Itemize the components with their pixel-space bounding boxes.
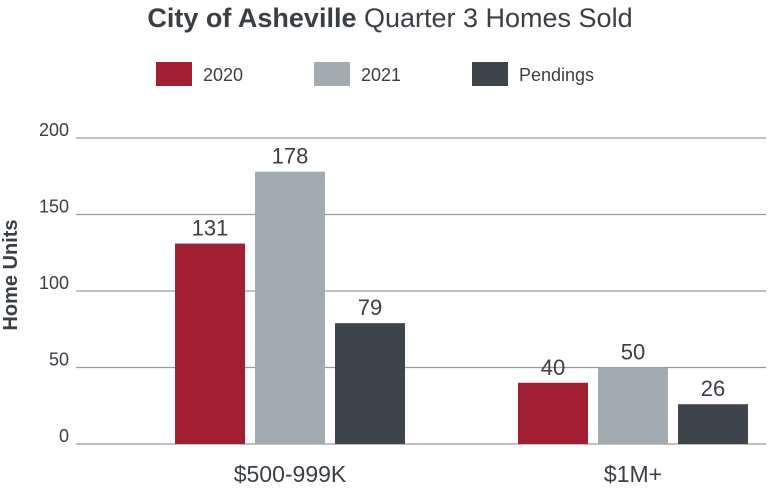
data-label: 178 bbox=[272, 144, 309, 169]
x-tick-label: $1M+ bbox=[604, 461, 662, 487]
x-tick-label: $500-999K bbox=[234, 461, 347, 487]
y-tick-label: 0 bbox=[59, 426, 69, 446]
data-label: 50 bbox=[621, 340, 645, 365]
data-label: 26 bbox=[701, 376, 725, 401]
y-tick-label: 50 bbox=[49, 350, 69, 370]
bars: 131 178 79 40 50 26 bbox=[175, 144, 748, 444]
bar bbox=[678, 404, 748, 444]
legend-label: 2020 bbox=[203, 65, 243, 85]
legend-label: 2021 bbox=[361, 65, 401, 85]
y-tick-label: 200 bbox=[39, 120, 69, 140]
y-tick-label: 100 bbox=[39, 273, 69, 293]
data-label: 131 bbox=[192, 216, 229, 241]
y-axis-label: Home Units bbox=[0, 219, 22, 330]
bar bbox=[255, 171, 325, 444]
legend-swatch bbox=[472, 62, 508, 86]
chart-title: City of Asheville Quarter 3 Homes Sold bbox=[147, 3, 632, 33]
legend-label: Pendings bbox=[519, 65, 594, 85]
legend-swatch bbox=[314, 62, 350, 86]
chart-title-bold: City of Asheville bbox=[147, 3, 356, 33]
x-axis-ticks: $500-999K $1M+ bbox=[234, 461, 662, 487]
y-tick-label: 150 bbox=[39, 197, 69, 217]
data-label: 79 bbox=[358, 295, 382, 320]
bar bbox=[598, 367, 668, 444]
bar bbox=[175, 243, 245, 444]
legend-swatch bbox=[156, 62, 192, 86]
data-label: 40 bbox=[541, 355, 565, 380]
bar bbox=[518, 382, 588, 444]
legend: 2020 2021 Pendings bbox=[156, 62, 594, 86]
chart-title-rest: Quarter 3 Homes Sold bbox=[356, 3, 632, 33]
bar bbox=[335, 323, 405, 444]
y-axis-ticks: 0 50 100 150 200 bbox=[39, 120, 69, 446]
